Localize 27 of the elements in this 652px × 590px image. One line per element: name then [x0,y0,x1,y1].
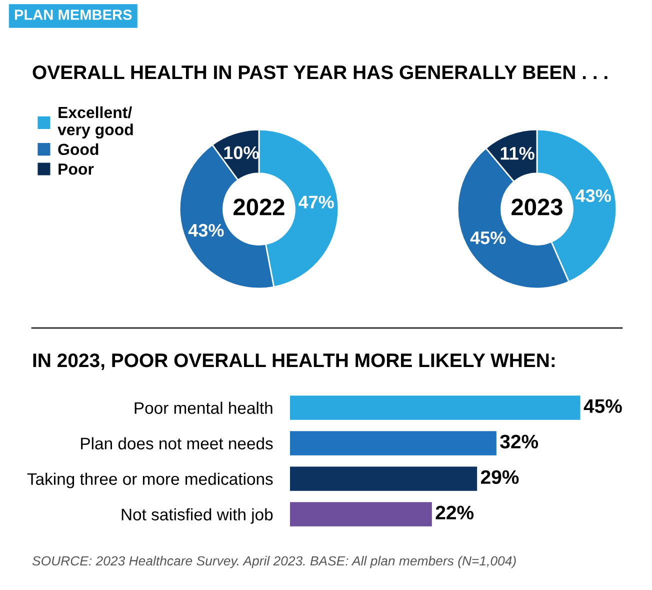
y-tick-label: Taking three or more medications [27,472,273,488]
text: 2022 [234,198,284,216]
data-label: 43% [576,189,611,202]
legend-label: Good [58,143,98,156]
y-tick-label: Poor mental health [134,402,272,414]
data-label: 11% [500,147,534,160]
bar [290,502,432,526]
chart-title: OVERALL HEALTH IN PAST YEAR HAS GENERALLY BEEN . . . [32,65,608,80]
bar [290,431,496,456]
chart-subtitle: PLAN MEMBERS [14,10,132,20]
data-label: 45% [584,399,622,413]
data-label: 22% [436,506,474,520]
bar [290,466,478,491]
source-note: SOURCE: 2023 Healthcare Survey. April 2023. BASE: All plan members (N=1,004) [32,556,516,568]
legend-label: Excellent/ very good [58,106,133,139]
data-label: 10% [224,146,259,160]
legend-label: Poor [58,164,94,175]
data-label: 32% [500,434,538,448]
y-tick-label: Plan does not meet needs [81,437,273,450]
chart-title: IN 2023, POOR OVERALL HEALTH MORE LIKELY WHEN: [33,353,555,370]
data-label: 29% [480,470,519,484]
bar [290,396,580,420]
data-label: 45% [470,231,506,244]
data-label: 43% [188,224,224,237]
y-tick-label: Not satisfied with job [122,508,273,524]
text: 2023 [512,198,562,216]
data-label: 47% [298,196,334,208]
